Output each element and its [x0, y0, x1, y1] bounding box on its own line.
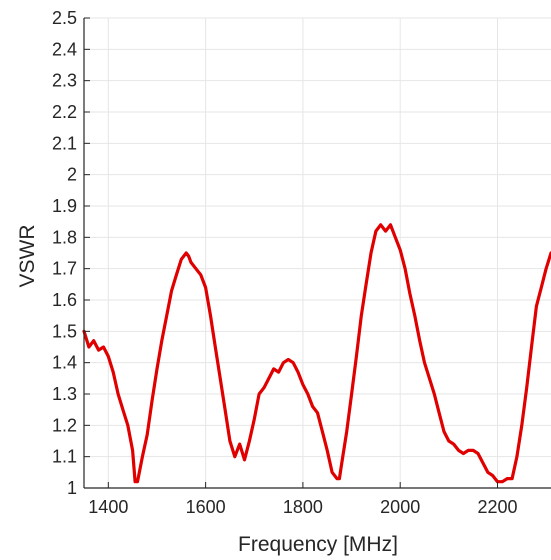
y-tick-label: 1.5 — [52, 321, 77, 341]
vswr-curve — [82, 223, 551, 484]
axes — [83, 17, 551, 489]
y-tick-label: 1.6 — [52, 290, 77, 310]
y-tick-label: 1.1 — [52, 447, 77, 467]
plot-area — [82, 223, 551, 484]
x-tick-labels: 1400 1600 1800 2000 2200 — [88, 497, 517, 517]
y-tick-label: 1.9 — [52, 196, 77, 216]
y-tick-label: 2 — [67, 165, 77, 185]
y-tick-label: 2.2 — [52, 102, 77, 122]
x-axis-title: Frequency [MHz] — [238, 533, 398, 556]
y-tick-label: 2.1 — [52, 133, 77, 153]
x-tick-label: 1600 — [186, 497, 226, 517]
y-tick-label: 2.3 — [52, 71, 77, 91]
y-tick-label: 1.8 — [52, 227, 77, 247]
grid-lines — [84, 17, 551, 489]
y-axis-title: VSWR — [16, 225, 39, 288]
y-tick-label: 1.3 — [52, 384, 77, 404]
x-tick-label: 2200 — [477, 497, 517, 517]
y-tick-label: 2.4 — [52, 39, 77, 59]
x-tick-label: 1800 — [283, 497, 323, 517]
y-tick-label: 2.5 — [52, 8, 77, 28]
x-tick-label: 2000 — [380, 497, 420, 517]
y-tick-label: 1.2 — [52, 415, 77, 435]
y-tick-label: 1.4 — [52, 353, 77, 373]
y-tick-label: 1 — [67, 478, 77, 498]
y-tick-labels: 1 1.1 1.2 1.3 1.4 1.5 1.6 1.7 1.8 1.9 2 2.1 2.2 2.3 2.… — [52, 8, 77, 498]
x-tick-label: 1400 — [88, 497, 128, 517]
y-tick-label: 1.7 — [52, 259, 77, 279]
